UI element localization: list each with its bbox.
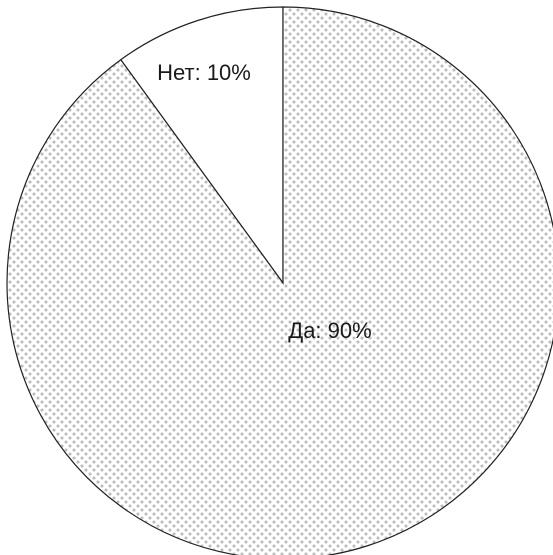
pie-slices <box>6 6 553 555</box>
pie-slice-net <box>119 6 284 285</box>
slice-label-net: Нет: 10% <box>157 60 251 85</box>
pie-labels: Нет: 10% Да: 90% <box>157 60 372 343</box>
slice-label-da: Да: 90% <box>288 318 371 343</box>
pie-slice-da <box>6 6 553 555</box>
